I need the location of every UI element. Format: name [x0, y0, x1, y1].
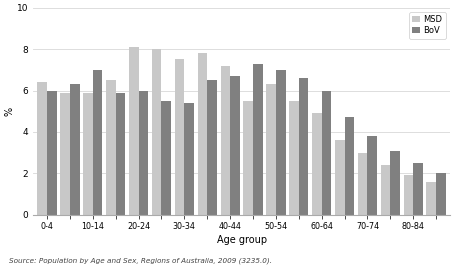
Bar [37, 82, 47, 215]
Bar [106, 80, 116, 215]
Bar [162, 101, 171, 215]
Bar [381, 165, 390, 215]
Bar [426, 182, 436, 215]
Legend: MSD, BoV: MSD, BoV [409, 12, 446, 39]
Bar [83, 92, 93, 215]
Bar [253, 64, 262, 215]
Bar [175, 59, 184, 215]
Bar [93, 70, 103, 215]
Bar [60, 92, 70, 215]
Bar [197, 53, 207, 215]
Y-axis label: %: % [4, 107, 14, 116]
Bar [129, 47, 138, 215]
Bar [276, 70, 286, 215]
Bar [152, 49, 162, 215]
Bar [116, 92, 125, 215]
Bar [47, 91, 57, 215]
Bar [230, 76, 240, 215]
Bar [436, 173, 446, 215]
Bar [312, 113, 322, 215]
Bar [322, 91, 331, 215]
Bar [289, 101, 299, 215]
Bar [243, 101, 253, 215]
Bar [390, 151, 400, 215]
Bar [358, 153, 367, 215]
Text: Source: Population by Age and Sex, Regions of Australia, 2009 (3235.0).: Source: Population by Age and Sex, Regio… [9, 257, 272, 264]
Bar [221, 66, 230, 215]
Bar [266, 84, 276, 215]
Bar [299, 78, 308, 215]
Bar [367, 136, 377, 215]
Bar [404, 175, 413, 215]
X-axis label: Age group: Age group [217, 235, 266, 245]
Bar [345, 117, 354, 215]
Bar [335, 140, 345, 215]
Bar [207, 80, 217, 215]
Bar [70, 84, 79, 215]
Bar [138, 91, 148, 215]
Bar [184, 103, 194, 215]
Bar [413, 163, 423, 215]
